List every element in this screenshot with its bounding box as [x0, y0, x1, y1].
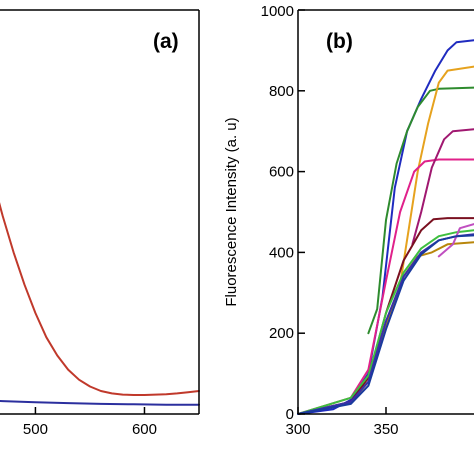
panel-a-label: (a) — [153, 30, 179, 53]
panel-b-series-10 — [437, 223, 474, 258]
panel-b-x-tick-label: 300 — [285, 421, 310, 438]
panel-b-y-tick-label: 600 — [269, 164, 294, 181]
panel-b-series-8 — [297, 229, 474, 415]
panel-a-x-tick-label: 500 — [23, 421, 48, 438]
panel-a-series-2 — [0, 400, 200, 406]
panel-b-series-2 — [367, 86, 474, 335]
panel-b-series-11 — [297, 234, 474, 415]
panel-a-ticks: 500 600 — [23, 407, 157, 438]
panel-b-series-1 — [297, 39, 474, 415]
panel-b-y-axis-title: Fluorescence Intensity (a. u) — [223, 117, 240, 306]
panel-b-series-3 — [399, 65, 474, 286]
panel-b-series-group — [297, 39, 474, 415]
panel-b-label: (b) — [326, 30, 353, 53]
panel-b-series-5 — [411, 128, 474, 246]
panel-b-y-tick-label: 200 — [269, 325, 294, 342]
panel-b-ticks: 300 350 0 200 400 600 800 1000 — [261, 3, 399, 438]
panel-a-series-1 — [0, 202, 200, 396]
panel-b: 300 350 0 200 400 600 800 1000 (b) Fluorescence… — [223, 3, 474, 438]
panel-b-y-tick-label: 1000 — [261, 3, 294, 20]
panel-b-y-tick-label: 0 — [286, 406, 294, 423]
panel-b-series-4 — [297, 158, 474, 415]
panel-a-x-tick-label: 600 — [132, 421, 157, 438]
panel-b-x-tick-label: 350 — [373, 421, 398, 438]
panel-a: 500 600 (a) — [0, 9, 200, 438]
panel-a-series-group — [0, 202, 200, 406]
panel-b-y-tick-label: 400 — [269, 244, 294, 261]
panel-b-y-tick-label: 800 — [269, 83, 294, 100]
